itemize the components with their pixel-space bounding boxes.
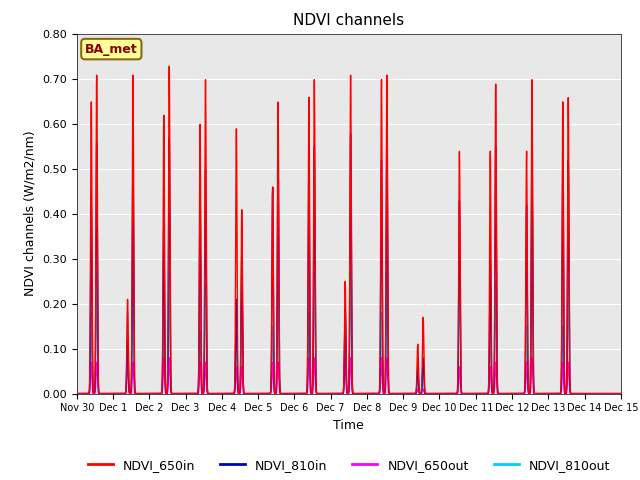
Legend: NDVI_650in, NDVI_810in, NDVI_650out, NDVI_810out: NDVI_650in, NDVI_810in, NDVI_650out, NDV… bbox=[83, 454, 615, 477]
X-axis label: Time: Time bbox=[333, 419, 364, 432]
Title: NDVI channels: NDVI channels bbox=[293, 13, 404, 28]
Y-axis label: NDVI channels (W/m2/nm): NDVI channels (W/m2/nm) bbox=[24, 131, 36, 297]
Text: BA_met: BA_met bbox=[85, 43, 138, 56]
